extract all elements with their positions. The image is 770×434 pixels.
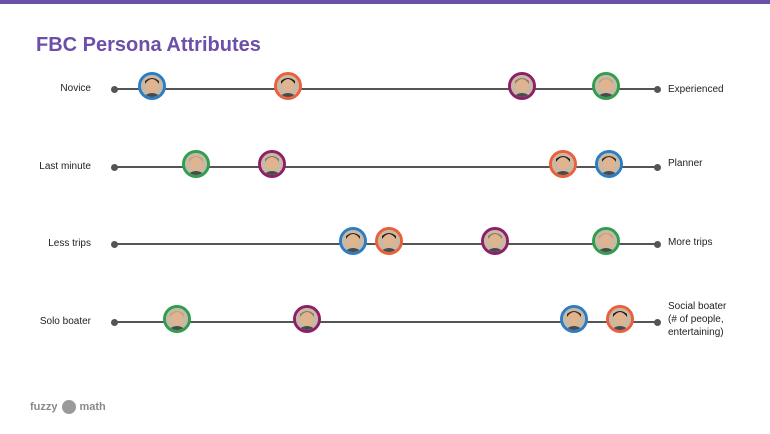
attribute-row: Solo boater Social boater (# of people, ent… — [0, 301, 770, 342]
right-attribute-label: Social boater — [668, 301, 727, 312]
spectrum-end-dot — [654, 240, 661, 248]
spectrum-line — [114, 88, 658, 90]
person-photo-icon — [598, 153, 621, 175]
person-photo-icon — [141, 75, 164, 97]
persona-avatar-purple — [508, 72, 536, 100]
persona-avatar-blue — [339, 227, 368, 255]
fuzzy-math-logo: fuzzy math — [30, 400, 106, 414]
person-photo-icon — [511, 75, 533, 97]
persona-avatar-purple — [480, 227, 509, 255]
persona-avatar-green — [181, 150, 210, 178]
persona-avatar-blue — [595, 150, 624, 178]
persona-avatar-orange — [374, 227, 403, 255]
persona-avatar-purple — [257, 150, 286, 178]
persona-avatar-orange — [605, 305, 634, 333]
spectrum-end-dot — [654, 318, 661, 326]
spectrum-start-dot — [111, 163, 118, 171]
person-photo-icon — [562, 308, 585, 330]
fuzzy-math-logo-icon — [61, 400, 76, 414]
persona-avatar-blue — [559, 305, 588, 333]
person-photo-icon — [551, 153, 574, 175]
persona-avatar-green — [162, 305, 191, 333]
person-photo-icon — [184, 153, 207, 175]
right-attribute-label: Experienced — [668, 83, 724, 95]
persona-avatar-purple — [293, 305, 322, 333]
persona-avatar-orange — [274, 72, 303, 100]
person-photo-icon — [595, 75, 618, 97]
spectrum-end-dot — [654, 163, 661, 171]
left-attribute-label: Last minute — [39, 161, 91, 172]
spectrum-line — [114, 321, 658, 323]
left-attribute-label: Less trips — [48, 238, 91, 249]
left-attribute-label: Solo boater — [39, 316, 91, 327]
right-attribute-label: entertaining) — [668, 327, 724, 338]
logo-text-left: fuzzy — [30, 401, 58, 413]
page-title: FBC Persona Attributes — [36, 34, 261, 56]
spectrum-start-dot — [111, 240, 118, 248]
spectrum-line — [114, 166, 658, 168]
right-attribute-label: Planner — [668, 158, 703, 169]
persona-avatar-green — [592, 227, 621, 255]
right-attribute-label: More trips — [668, 237, 713, 248]
persona-avatar-green — [592, 72, 621, 100]
right-attribute-label: (# of people, — [668, 314, 724, 325]
person-photo-icon — [608, 308, 631, 330]
person-photo-icon — [296, 308, 319, 330]
person-photo-icon — [277, 75, 300, 97]
left-attribute-label: Novice — [60, 83, 91, 94]
persona-avatar-blue — [138, 72, 167, 100]
logo-text-right: math — [79, 401, 106, 413]
persona-avatar-orange — [548, 150, 577, 178]
person-photo-icon — [377, 230, 400, 252]
attribute-row: Last minute Planner — [0, 147, 770, 187]
spectrum-start-dot — [111, 318, 118, 326]
person-photo-icon — [165, 308, 188, 330]
spectrum-end-dot — [654, 85, 661, 93]
spectrum-start-dot — [111, 85, 118, 93]
person-photo-icon — [342, 230, 365, 252]
attribute-row: Novice Experienced — [0, 69, 770, 109]
top-accent-bar — [0, 0, 770, 4]
person-photo-icon — [483, 230, 506, 252]
person-photo-icon — [260, 153, 283, 175]
person-photo-icon — [595, 230, 618, 252]
attribute-row: Less trips More trips — [0, 224, 770, 264]
